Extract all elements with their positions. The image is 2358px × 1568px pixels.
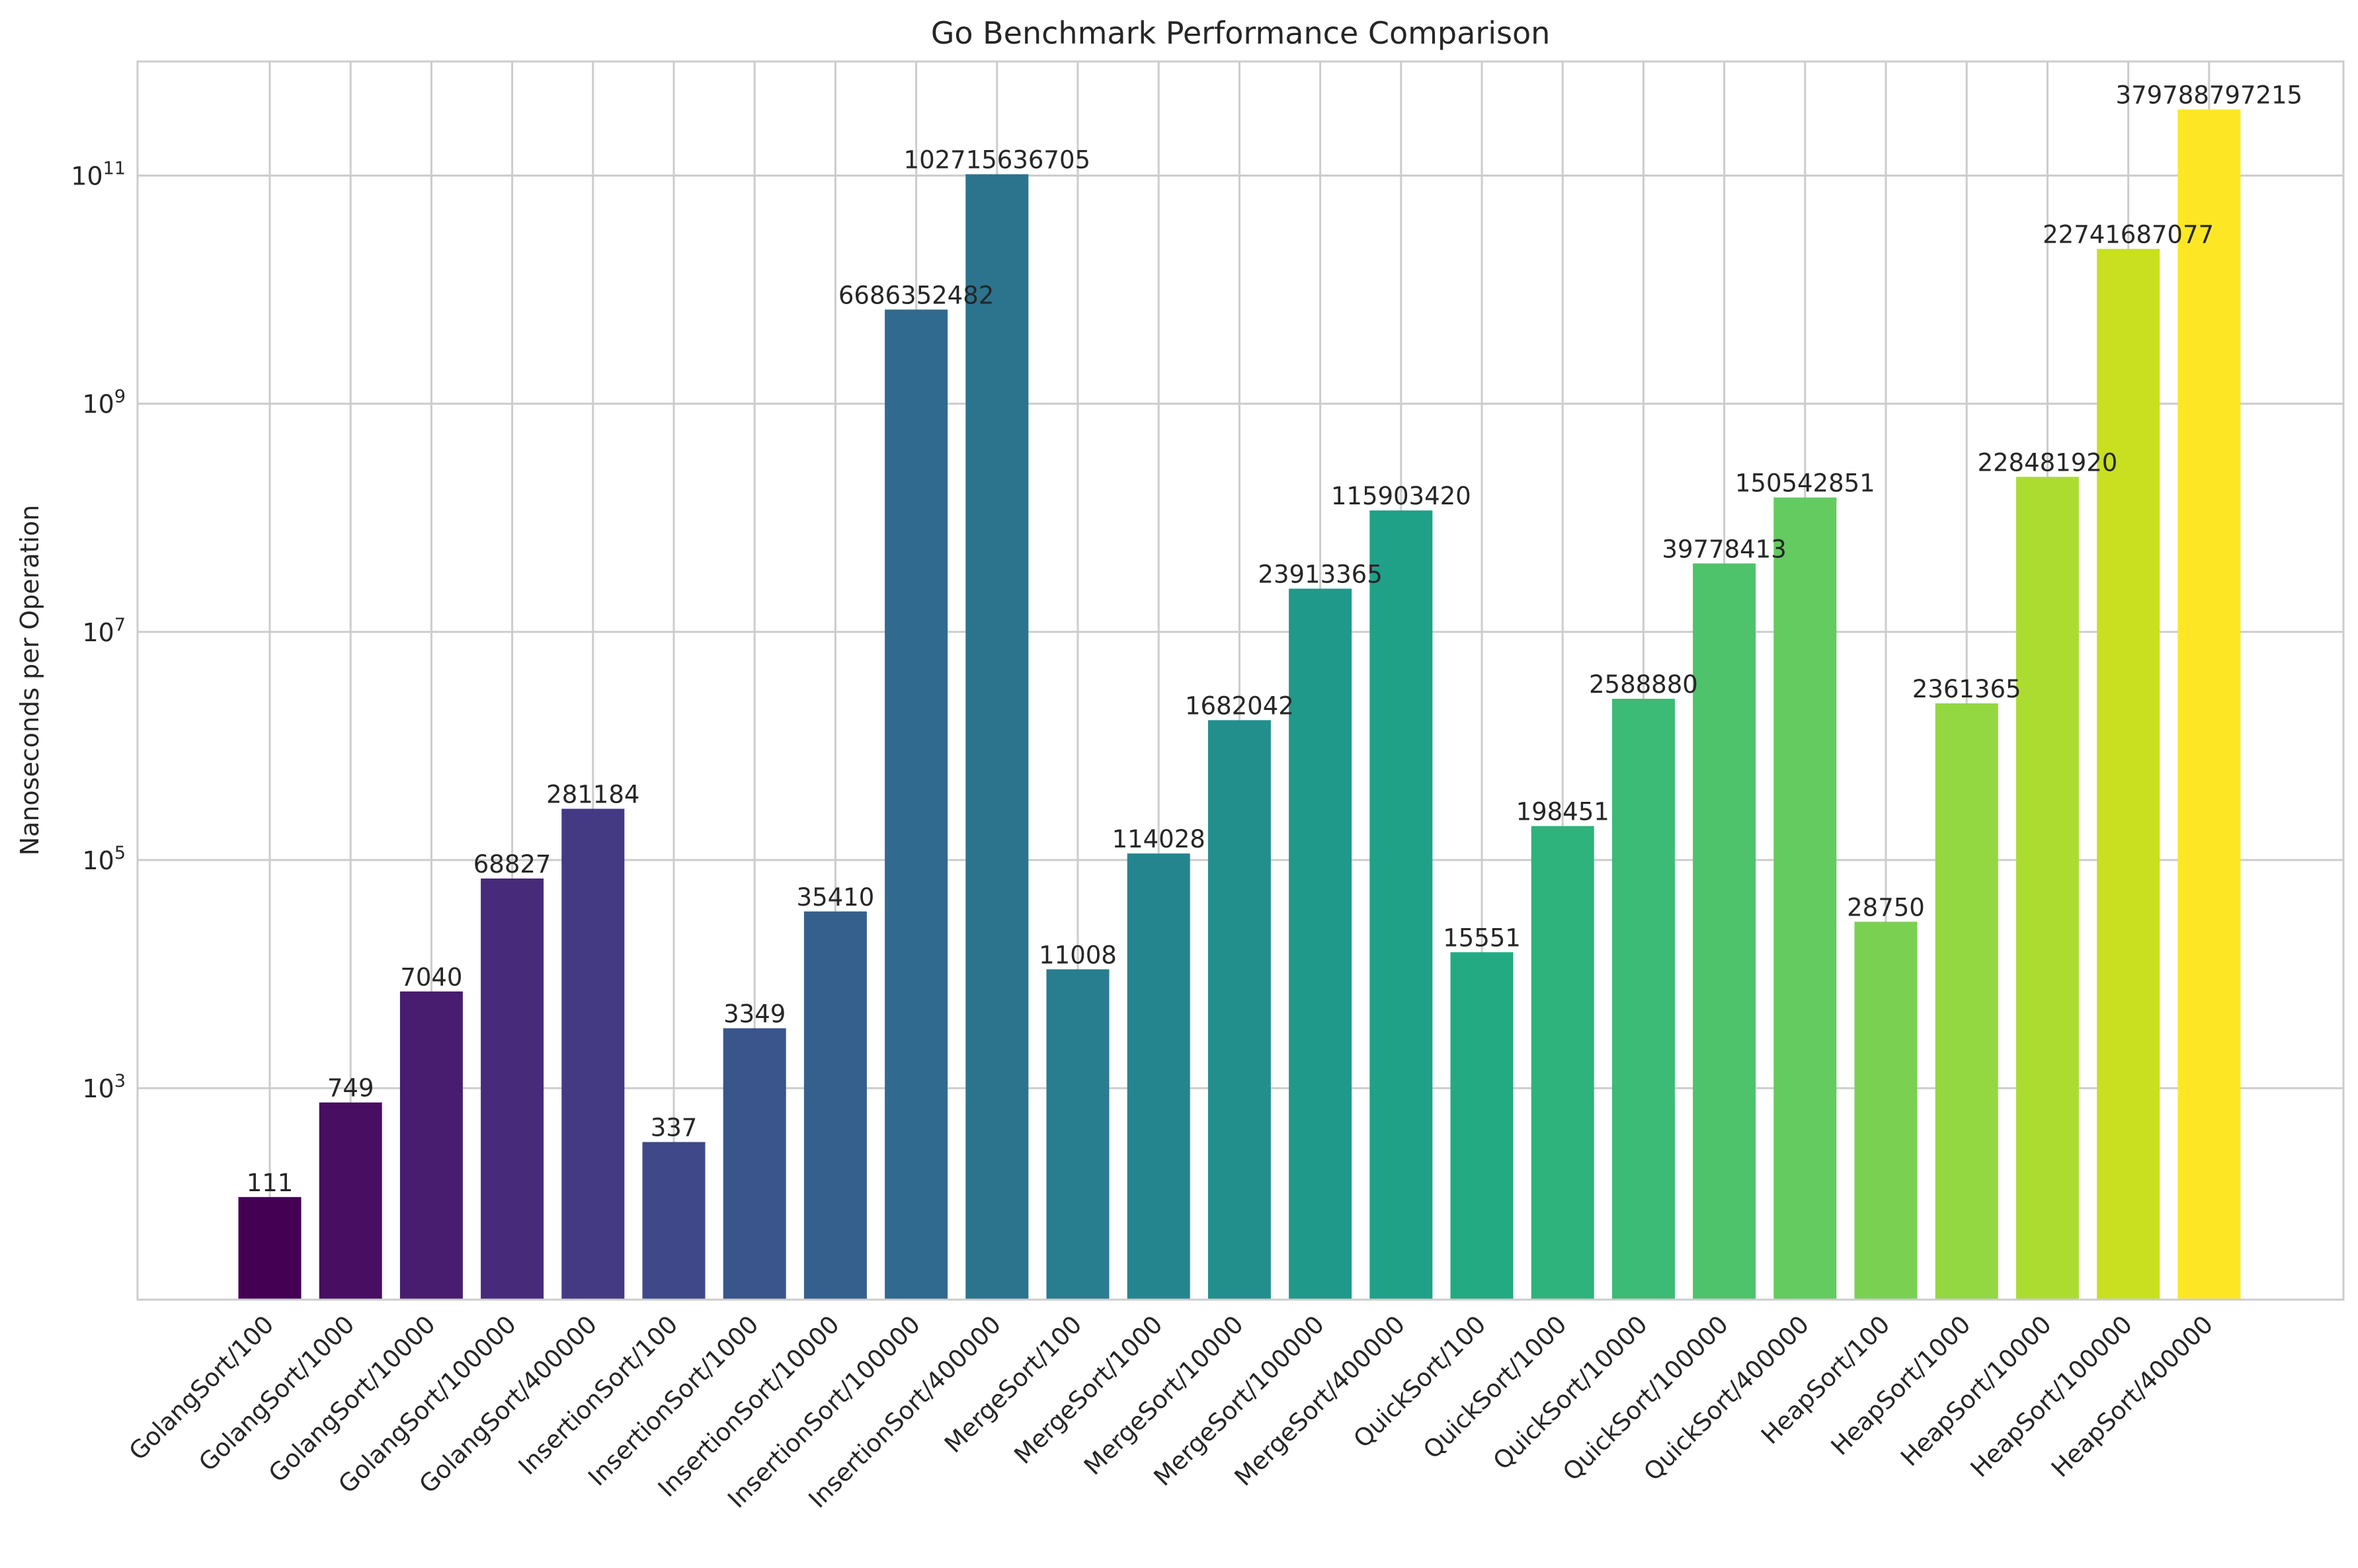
data-label: 23913365 bbox=[1258, 560, 1382, 588]
data-label: 68827 bbox=[473, 850, 551, 879]
bar bbox=[561, 808, 625, 1300]
bar bbox=[1611, 699, 1675, 1300]
data-label: 379788797215 bbox=[2116, 81, 2303, 110]
plot-frame bbox=[136, 60, 2345, 1301]
bar bbox=[1693, 563, 1756, 1300]
bar bbox=[965, 174, 1029, 1300]
bar bbox=[1046, 969, 1110, 1300]
data-label: 28750 bbox=[1847, 893, 1925, 921]
data-label: 102715636705 bbox=[904, 146, 1091, 175]
data-label: 3349 bbox=[723, 1000, 786, 1029]
bar bbox=[1935, 703, 1998, 1300]
bar bbox=[1773, 497, 1837, 1300]
data-label: 15551 bbox=[1443, 923, 1521, 952]
y-tick-label: 107 bbox=[82, 615, 126, 647]
data-label: 749 bbox=[327, 1074, 374, 1103]
data-label: 11008 bbox=[1039, 941, 1117, 969]
y-tick-label: 103 bbox=[82, 1071, 126, 1103]
bar bbox=[803, 911, 867, 1300]
data-label: 6686352482 bbox=[838, 281, 994, 309]
data-label: 2361365 bbox=[1912, 675, 2021, 703]
bar bbox=[1207, 720, 1271, 1300]
data-label: 114028 bbox=[1112, 825, 1205, 853]
y-axis-ticks: 103 105 107 109 1011 bbox=[71, 159, 126, 1104]
bar bbox=[2177, 109, 2241, 1300]
data-labels: 111 749 7040 68827 281184 337 3349 35410 6686352… bbox=[247, 81, 2302, 1197]
bar bbox=[1531, 826, 1594, 1300]
y-axis-label: Nanoseconds per Operation bbox=[15, 505, 44, 856]
data-label: 39778413 bbox=[1662, 535, 1786, 563]
bar bbox=[642, 1142, 706, 1300]
bar bbox=[723, 1028, 786, 1300]
data-label: 337 bbox=[651, 1114, 698, 1142]
bar bbox=[1450, 952, 1514, 1300]
data-label: 2588880 bbox=[1589, 670, 1698, 699]
bar bbox=[1289, 588, 1352, 1300]
bar bbox=[1127, 853, 1190, 1300]
data-label: 1682042 bbox=[1185, 691, 1294, 720]
bar bbox=[885, 309, 948, 1300]
bar bbox=[1369, 510, 1433, 1300]
data-label: 198451 bbox=[1516, 798, 1609, 826]
data-label: 115903420 bbox=[1331, 482, 1471, 510]
bar bbox=[238, 1196, 302, 1300]
bar bbox=[1854, 921, 1918, 1300]
data-label: 111 bbox=[247, 1169, 294, 1197]
data-label: 150542851 bbox=[1735, 469, 1875, 498]
chart-title: Go Benchmark Performance Comparison bbox=[931, 15, 1551, 51]
bar bbox=[399, 991, 463, 1300]
bar bbox=[319, 1102, 382, 1300]
y-tick-label: 105 bbox=[82, 843, 126, 875]
data-label: 35410 bbox=[797, 883, 875, 912]
data-label: 281184 bbox=[546, 780, 639, 808]
bar bbox=[481, 878, 544, 1300]
bars bbox=[238, 109, 2241, 1300]
data-label: 7040 bbox=[400, 963, 462, 992]
y-tick-label: 109 bbox=[82, 387, 126, 419]
data-label: 22741687077 bbox=[2043, 221, 2214, 249]
bar bbox=[2097, 249, 2160, 1300]
y-tick-label: 1011 bbox=[71, 159, 126, 191]
bar bbox=[2015, 477, 2079, 1300]
data-label: 228481920 bbox=[1977, 448, 2117, 477]
